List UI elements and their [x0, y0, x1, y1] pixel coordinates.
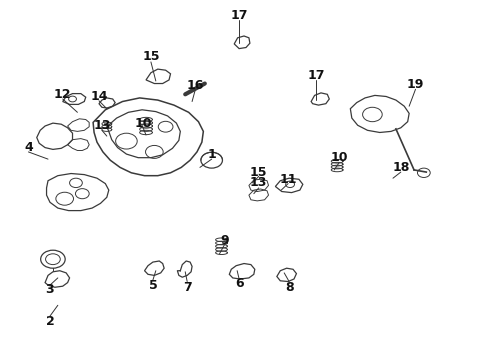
Text: 2: 2: [46, 315, 54, 328]
Text: 11: 11: [279, 173, 297, 186]
Text: 1: 1: [207, 148, 216, 161]
Text: 16: 16: [186, 79, 204, 92]
Text: 5: 5: [148, 279, 157, 292]
Text: 7: 7: [183, 281, 192, 294]
Text: 9: 9: [220, 234, 229, 247]
Text: 13: 13: [93, 119, 111, 132]
Text: 15: 15: [250, 166, 268, 179]
Text: 6: 6: [235, 277, 244, 290]
Text: 4: 4: [24, 141, 33, 154]
Text: 14: 14: [90, 90, 108, 103]
Text: 15: 15: [142, 50, 160, 63]
Text: 19: 19: [407, 78, 424, 91]
Text: 8: 8: [285, 281, 294, 294]
Text: 10: 10: [330, 151, 348, 164]
Text: 3: 3: [46, 283, 54, 296]
Text: 17: 17: [230, 9, 248, 22]
Text: 18: 18: [392, 161, 410, 174]
Text: 13: 13: [250, 176, 268, 189]
Text: 12: 12: [54, 88, 72, 101]
Text: 10: 10: [134, 117, 152, 130]
Text: 17: 17: [307, 69, 325, 82]
